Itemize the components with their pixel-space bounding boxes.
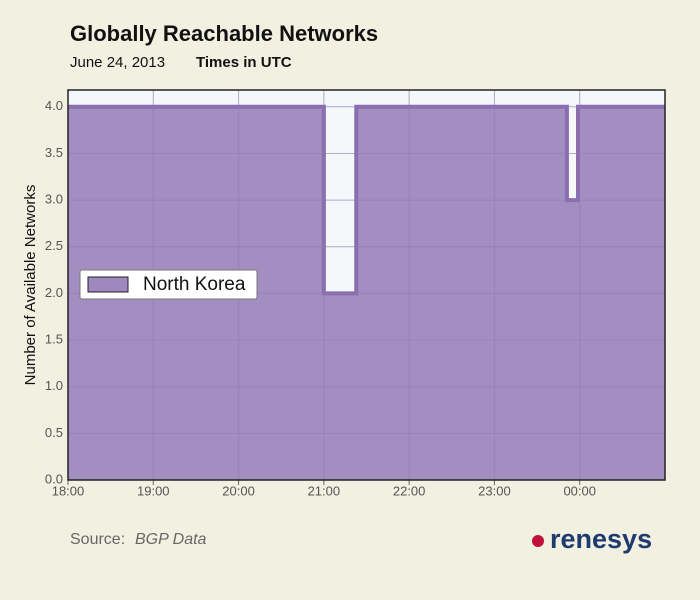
x-tick-label: 22:00	[393, 483, 426, 498]
y-tick-label: 1.0	[45, 378, 63, 393]
x-tick-label: 00:00	[563, 483, 596, 498]
plot-border	[67, 89, 666, 481]
legend-swatch	[87, 276, 129, 293]
brand: renesys	[550, 524, 652, 554]
x-tick-label: 19:00	[137, 483, 170, 498]
y-tick-label: 2.0	[45, 285, 63, 300]
subtitle: June 24, 2013	[70, 54, 165, 71]
y-tick-label: 4.0	[45, 98, 63, 113]
y-tick-label: 3.5	[45, 145, 63, 160]
legend-label: North Korea	[143, 274, 246, 295]
y-tick-label: 0.0	[45, 471, 63, 486]
source: BGP Data	[135, 531, 207, 548]
y-tick-label: 1.5	[45, 331, 63, 346]
y-tick-label: 3.0	[45, 192, 63, 207]
y-tick-label: 2.5	[45, 238, 63, 253]
timezone-note: Times in UTC	[196, 54, 292, 71]
chart-title: Globally Reachable Networks	[70, 21, 378, 46]
x-tick-label: 18:00	[52, 483, 85, 498]
x-tick-label: 20:00	[222, 483, 255, 498]
x-tick-label: 21:00	[308, 483, 341, 498]
x-tick-label: 23:00	[478, 483, 511, 498]
source-label: Source:	[70, 531, 125, 548]
brand-dot	[532, 535, 544, 547]
y-tick-label: 0.5	[45, 425, 63, 440]
y-axis-label: Number of Available Networks	[22, 185, 39, 386]
